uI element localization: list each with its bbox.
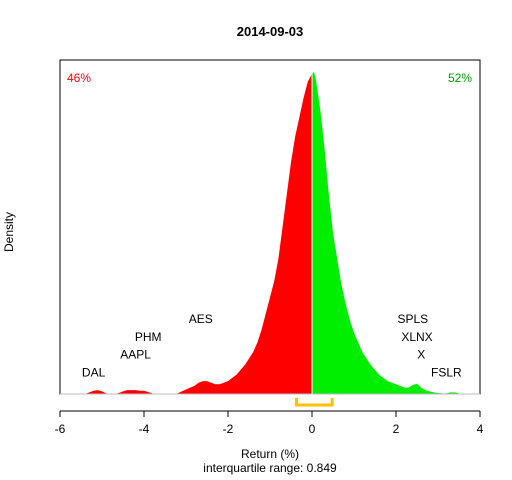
ticker-label: PHM [135,330,162,344]
y-axis-label: Density [2,212,16,252]
x-tick-label: -2 [223,422,234,436]
x-tick-label: 2 [393,422,400,436]
positive-return-area [312,72,464,394]
density-areas [85,72,464,394]
negative-return-area [85,73,312,394]
ticker-label: FSLR [431,365,462,379]
x-axis-label: Return (%) [241,447,299,461]
ticker-label: DAL [82,365,106,379]
x-tick-label: -4 [139,422,150,436]
x-tick-label: 4 [477,422,484,436]
x-axis: -6 -4 -2 0 2 4 [55,410,484,436]
ticker-label: AAPL [120,348,151,362]
iqr-bracket [294,398,334,407]
iqr-subtitle: interquartile range: 0.849 [203,461,337,475]
ticker-label: AES [189,312,213,326]
pct-positive-label: 52% [448,71,472,85]
chart-title: 2014-09-03 [237,24,304,39]
ticker-label: XLNX [401,330,432,344]
ticker-label: X [417,348,425,362]
pct-negative-label: 46% [67,71,91,85]
ticker-label: SPLS [397,312,428,326]
ticker-annotations: DAL AAPL PHM AES SPLS XLNX X FSLR [82,312,462,379]
x-tick-label: 0 [309,422,316,436]
x-tick-label: -6 [55,422,66,436]
